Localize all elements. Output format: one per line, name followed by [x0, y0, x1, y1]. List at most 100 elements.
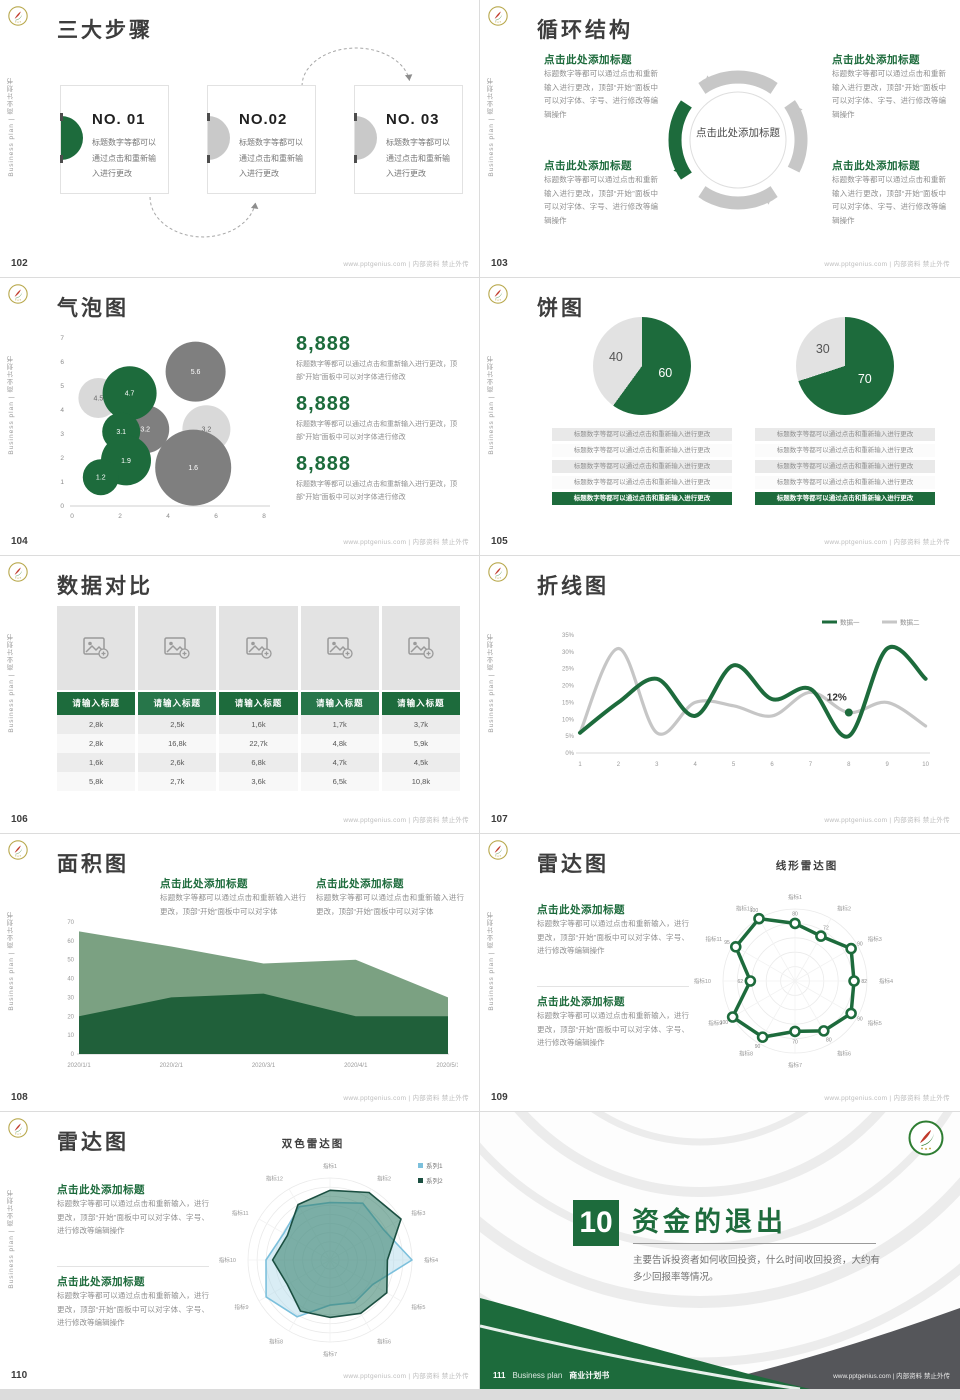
svg-text:90: 90: [857, 1016, 863, 1022]
step-card[interactable]: NO. 03 标题数字等都可以通过点击和重新输入进行更改: [354, 85, 463, 194]
legend-label: 系列1: [426, 1163, 443, 1170]
divider: [57, 1266, 209, 1267]
svg-text:指标6: 指标6: [837, 1050, 851, 1058]
comparison-table: 请输入标题 2,8k 2,8k 1,6k 5,8k 请输入标题 2,5k 16,8k 2,6k 2…: [57, 606, 461, 791]
block-heading: 点击此处添加标题: [316, 878, 404, 890]
page-title: 折线图: [537, 575, 609, 598]
step-body: 标题数字等都可以通过点击和重新输入进行更改: [239, 138, 303, 179]
svg-text:82: 82: [861, 979, 867, 985]
brand-logo-icon: [488, 840, 508, 860]
slide-102[interactable]: Business plan | 商业计划书 三大步骤 NO. 01 标题数字等都…: [0, 0, 479, 277]
svg-text:指标6: 指标6: [377, 1337, 391, 1345]
page-title: 面积图: [57, 853, 129, 876]
slide-103[interactable]: Business plan | 商业计划书 循环结构 点击此处添加标题 标题数字…: [480, 0, 960, 277]
page-number: 107: [491, 814, 508, 825]
svg-text:1: 1: [578, 762, 582, 768]
badge-emblem-icon: [488, 284, 508, 304]
slide-108[interactable]: Business plan | 商业计划书 面积图 点击此处添加标题 标题数字等…: [0, 834, 479, 1111]
block-body: 标题数字等都可以通过点击和重新输入进行更改，顶部“开始”面板中可以对字体、字号、…: [544, 69, 658, 119]
side-label: Business plan | 商业计划书: [8, 355, 15, 456]
svg-text:2: 2: [617, 762, 621, 768]
svg-text:数据二: 数据二: [900, 618, 920, 627]
table-column: 请输入标题 3,7k 5,9k 4,5k 10,8k: [381, 606, 461, 791]
slide-111[interactable]: 10 资金的退出 主要告诉投资者如何收回投资，什么时间收回投资，大约有多少回报率…: [480, 1112, 960, 1389]
svg-text:指标5: 指标5: [868, 1019, 882, 1027]
step-number: NO. 03: [386, 111, 440, 128]
page-number: 108: [11, 1092, 28, 1103]
svg-text:4: 4: [694, 762, 698, 768]
svg-text:5: 5: [60, 383, 64, 390]
step-marker-icon: [354, 113, 377, 163]
image-placeholder[interactable]: [381, 606, 461, 690]
image-placeholder[interactable]: [300, 606, 379, 690]
pie-slice-label: 60: [658, 365, 673, 380]
block-body: 标题数字等都可以通过点击和重新输入，进行更改，顶部“开始”面板中可以对字体、字号…: [57, 1291, 209, 1327]
slide-109[interactable]: Business plan | 商业计划书 雷达图 线形雷达图 点击此处添加标题…: [480, 834, 960, 1111]
brand-logo-icon: [488, 284, 508, 304]
svg-text:指标12: 指标12: [266, 1175, 283, 1183]
page-number: 110: [11, 1370, 28, 1381]
block-body: 标题数字等都可以通过点击和重新输入，进行更改，顶部“开始”面板中可以对字体、字号…: [537, 1011, 689, 1047]
divider: [633, 1243, 876, 1244]
svg-text:指标4: 指标4: [879, 977, 893, 985]
chapter-number: 10: [573, 1200, 619, 1246]
svg-text:0: 0: [70, 513, 74, 520]
side-label: Business plan | 商业计划书: [488, 355, 495, 456]
chapter-title: 资金的退出: [632, 1207, 787, 1237]
pie-caption-row: 标题数字等都可以通过点击和重新输入进行更改: [552, 428, 732, 441]
stat-value: 8,888: [296, 393, 352, 415]
area-chart: 0 10 20 30 40 50 60 70 2020/1/1 2020/2/1 2020/3/1 2…: [67, 920, 458, 1069]
svg-text:20%: 20%: [562, 684, 575, 690]
image-placeholder[interactable]: [57, 606, 136, 690]
slide-107[interactable]: Business plan | 商业计划书 折线图 0% 5% 10% 15% 20% 2…: [480, 556, 960, 833]
brand-logo-icon: [488, 6, 508, 26]
page-number: 106: [11, 814, 28, 825]
svg-text:4.5: 4.5: [94, 396, 104, 403]
block-heading: 点击此处添加标题: [544, 54, 632, 66]
slide-110[interactable]: Business plan | 商业计划书 雷达图 双色雷达图 点击此处添加标题…: [0, 1112, 479, 1389]
image-placeholder[interactable]: [138, 606, 217, 690]
chapter-footer: 111 Business plan 商业计划书: [493, 1370, 609, 1381]
footer-brand-en: Business plan: [512, 1371, 563, 1380]
table-cell: 3,7k: [381, 715, 461, 734]
image-placeholder[interactable]: [219, 606, 298, 690]
page-number: 102: [11, 258, 28, 269]
brand-logo-icon: [488, 562, 508, 582]
background-swoosh: [480, 1112, 960, 1389]
step-number: NO. 01: [92, 111, 146, 128]
block-heading: 点击此处添加标题: [57, 1184, 145, 1196]
table-header: 请输入标题: [300, 692, 379, 715]
divider: [537, 986, 689, 987]
svg-text:90: 90: [857, 942, 863, 948]
pie-chart: 60 40: [593, 317, 691, 415]
pie-slice-label: 70: [857, 372, 872, 387]
dashed-connector-arcs: [149, 47, 413, 238]
badge-emblem-icon: [8, 6, 28, 26]
table-cell: 4,7k: [300, 753, 379, 772]
slide-105[interactable]: Business plan | 商业计划书 饼图 60 40 70 30 标题数字等…: [480, 278, 960, 555]
side-label: Business plan | 商业计划书: [488, 911, 495, 1012]
page-title: 雷达图: [57, 1131, 129, 1154]
badge-emblem-icon: [8, 562, 28, 582]
step-card[interactable]: NO. 01 标题数字等都可以通过点击和重新输入进行更改: [60, 85, 169, 194]
table-header: 请输入标题: [219, 692, 298, 715]
svg-text:0: 0: [60, 503, 64, 510]
page-number: 111: [493, 1371, 506, 1380]
svg-text:5.6: 5.6: [191, 369, 201, 376]
add-image-icon: [83, 637, 109, 659]
badge-emblem-icon: [488, 840, 508, 860]
slide-104[interactable]: Business plan | 商业计划书 气泡图 0 1 2 3 4 5 6 7 0 2 4 6 8 4…: [0, 278, 479, 555]
page-title: 数据对比: [57, 575, 153, 598]
svg-text:40: 40: [67, 977, 74, 983]
side-label: Business plan | 商业计划书: [8, 633, 15, 734]
svg-text:2020/1/1: 2020/1/1: [67, 1063, 91, 1069]
stat-body: 标题数字等都可以通过点击和重新输入进行更改，顶部“开始”面板中可以对字体进行修改: [296, 481, 457, 501]
svg-text:70: 70: [792, 1039, 798, 1045]
step-card[interactable]: NO.02 标题数字等都可以通过点击和重新输入进行更改: [207, 85, 316, 194]
add-image-icon: [164, 637, 190, 659]
slide-106[interactable]: Business plan | 商业计划书 数据对比 请输入标题 2,8k 2,8k…: [0, 556, 479, 833]
legend-swatch-series1: [418, 1162, 423, 1168]
table-cell: 2,6k: [138, 753, 217, 772]
svg-text:20: 20: [67, 1014, 74, 1020]
stat-value: 8,888: [296, 333, 352, 355]
